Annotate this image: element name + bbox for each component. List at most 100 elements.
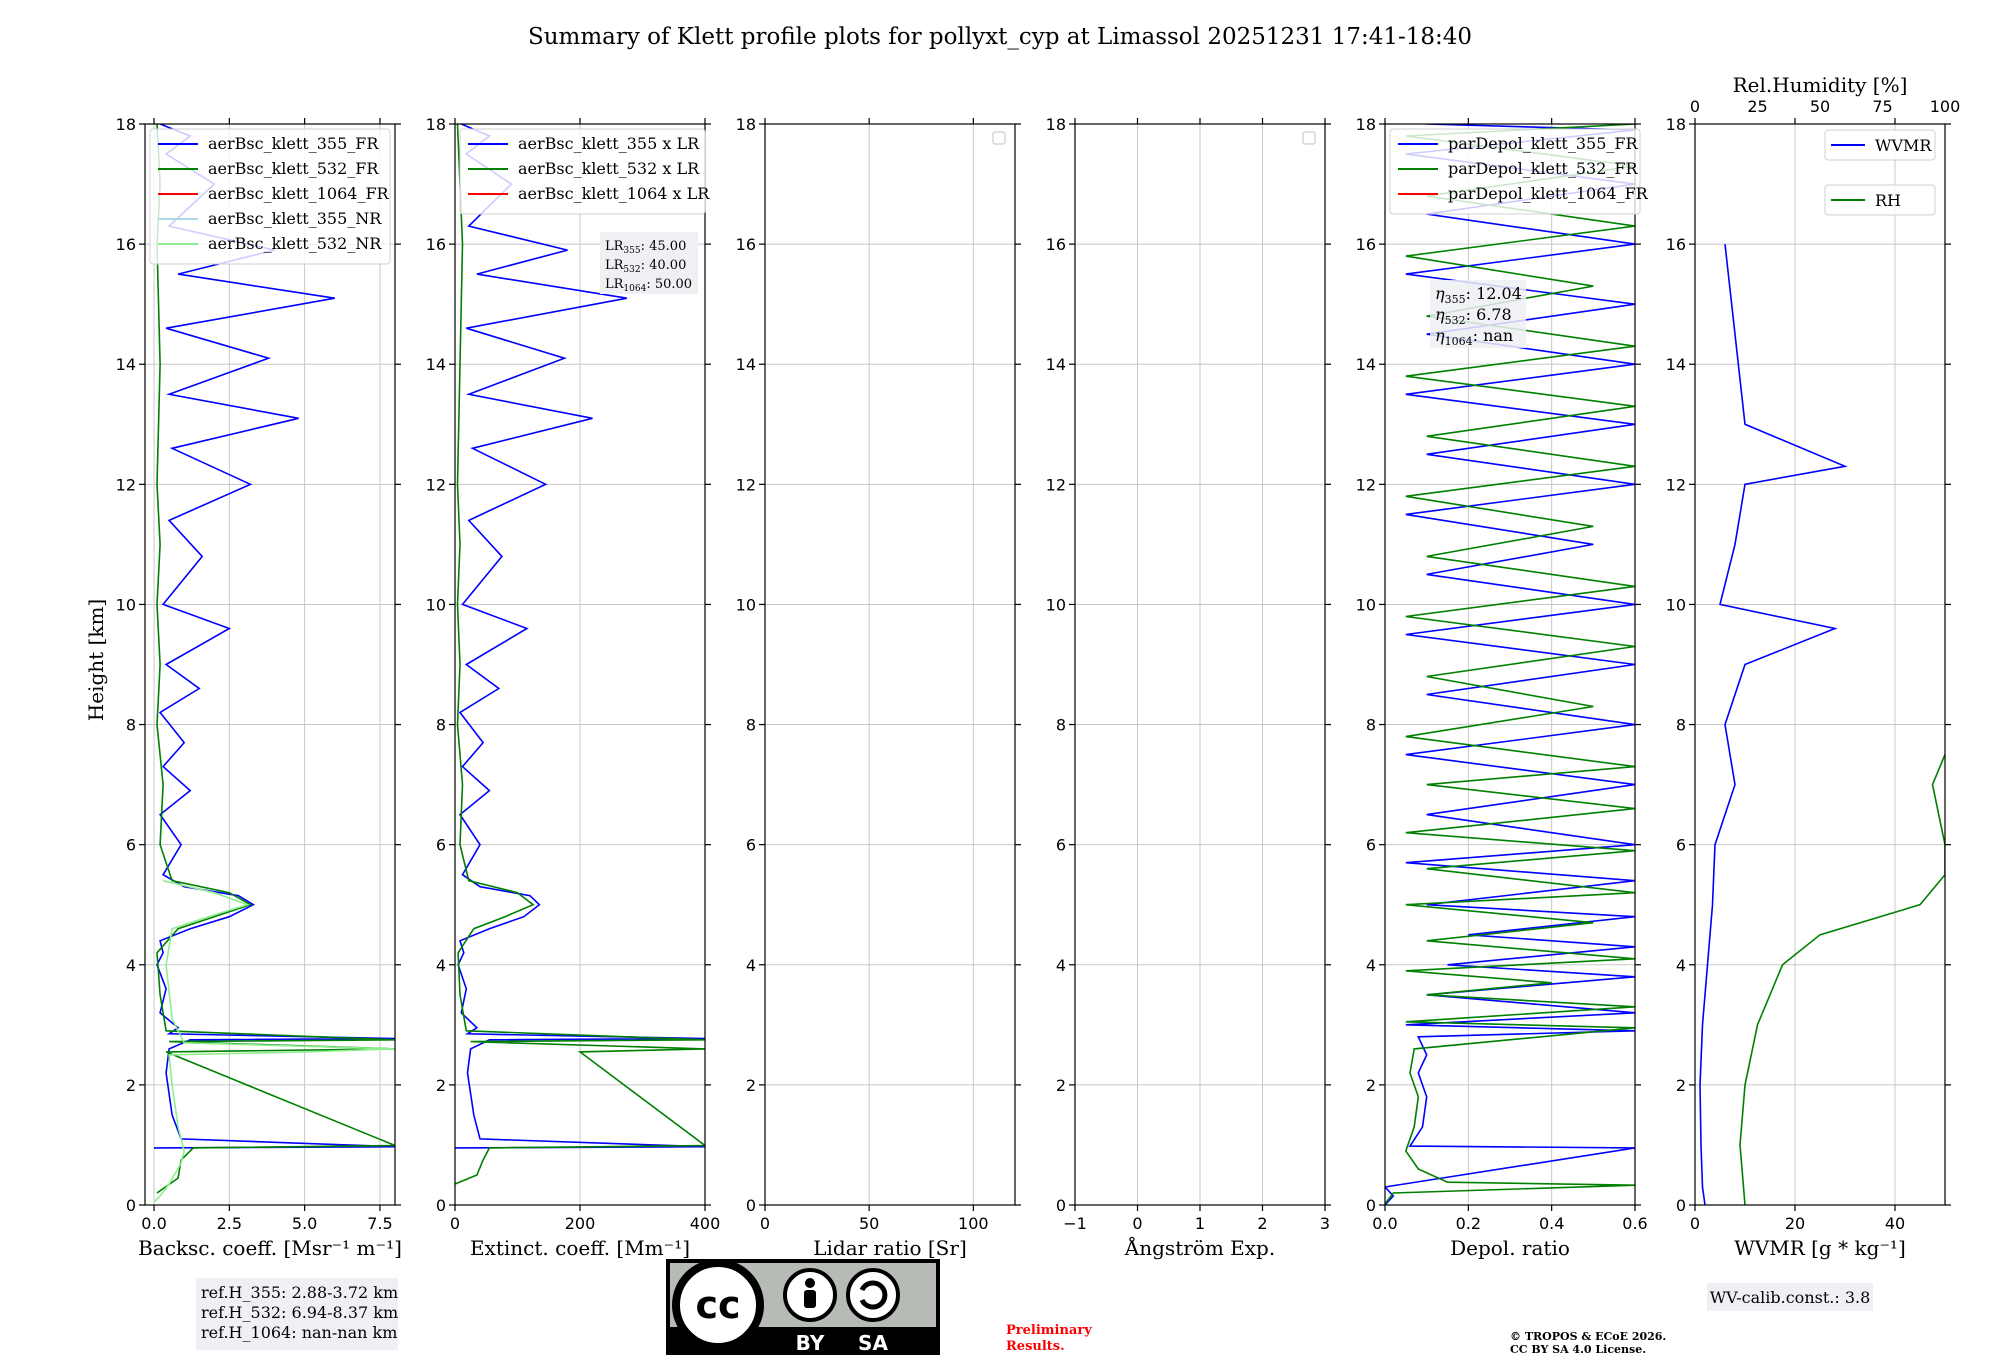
legend-box [459, 128, 706, 215]
panel-frame [1694, 123, 1946, 1206]
y-tick-label: 16 [1356, 235, 1376, 254]
x-tick-label: 2.5 [217, 1214, 242, 1233]
y-tick-label: 18 [1666, 115, 1686, 134]
y-tick-label: 6 [126, 836, 136, 855]
x-tick-label: 0.0 [141, 1214, 166, 1233]
lidar-ratio-text: LR1064: 50.00 [605, 277, 692, 294]
lidar-ratio-annotations: LR355: 45.00 LR532: 40.00 LR1064: 50.00 [600, 232, 698, 294]
x-tick-label: 100 [958, 1214, 989, 1233]
y-tick-label: 10 [736, 595, 756, 614]
series-group-extinction [455, 124, 705, 1185]
legend-label: aerBsc_klett_532_FR [208, 159, 379, 178]
ref-height-355: ref.H_355: 2.88-3.72 km [201, 1283, 398, 1302]
y-tick-label: 16 [116, 235, 136, 254]
cc-logo-text: cc [695, 1283, 740, 1327]
panel-backscatter: 0 2 4 6 8 10 12 14 16 18 0.0 2.5 5.0 7.5 Backsc. coeff… [116, 115, 402, 1260]
legend-label: aerBsc_klett_1064_FR [208, 184, 390, 203]
series-line-aerBsc_klett_355_FR [153, 124, 395, 1149]
legend-box [149, 128, 391, 265]
y-tick-label: 6 [436, 836, 446, 855]
x-tick-label: 0 [1690, 1214, 1700, 1233]
legend-label: aerBsc_klett_355_FR [208, 134, 379, 153]
x-tick-label: 0.0 [1372, 1214, 1397, 1233]
x-axis-label: WVMR [g * kg⁻¹] [1734, 1236, 1906, 1260]
legend-label: parDepol_klett_1064_FR [1448, 184, 1649, 203]
y-tick-label: 12 [1046, 475, 1066, 494]
y-tick-label: 16 [736, 235, 756, 254]
eta-text: η1064: nan [1435, 326, 1513, 348]
x-tick-label: 0.6 [1622, 1214, 1647, 1233]
y-tick-label: 18 [116, 115, 136, 134]
y-tick-label: 6 [746, 836, 756, 855]
preliminary-note-line2: Results. [1006, 1339, 1065, 1354]
y-tick-label: 14 [1666, 355, 1686, 374]
series-line-RH [1739, 754, 1945, 1205]
y-tick-label: 14 [426, 355, 446, 374]
top-tick-label: 25 [1747, 97, 1767, 116]
legend-label: aerBsc_klett_355_NR [208, 209, 382, 228]
x-tick-label: 0.4 [1539, 1214, 1564, 1233]
y-tick-label: 6 [1676, 836, 1686, 855]
y-tick-label: 12 [736, 475, 756, 494]
legend-label: WVMR [1875, 136, 1932, 155]
x-tick-label: 40 [1885, 1214, 1905, 1233]
series-group-wvmr_rh [1699, 244, 1945, 1205]
y-tick-label: 2 [1366, 1076, 1376, 1095]
y-tick-label: 14 [116, 355, 136, 374]
y-tick-label: 8 [1056, 716, 1066, 735]
eta-text: η355: 12.04 [1435, 284, 1522, 306]
legend-depolarization: parDepol_klett_355_FR parDepol_klett_532_… [1389, 128, 1649, 215]
x-tick-label: 3 [1320, 1214, 1330, 1233]
eta-box [1430, 280, 1526, 348]
sa-icon-arrow [859, 1280, 888, 1310]
y-tick-label: 16 [1046, 235, 1066, 254]
ref-height-532: ref.H_532: 6.94-8.37 km [201, 1303, 398, 1322]
y-tick-label: 10 [1666, 595, 1686, 614]
panel-depolarization: 0 2 4 6 8 10 12 14 16 18 0.0 0.2 0.4 0.6 Depol. ratio p… [1356, 115, 1649, 1260]
by-label: BY [796, 1331, 825, 1355]
y-tick-label: 6 [1366, 836, 1376, 855]
x-axis-label: Lidar ratio [Sr] [813, 1236, 967, 1260]
x-tick-label: 20 [1785, 1214, 1805, 1233]
x-tick-label: 50 [859, 1214, 879, 1233]
legend-label: aerBsc_klett_532 x LR [518, 159, 700, 178]
lidar-ratio-text: LR532: 40.00 [605, 258, 686, 275]
license-badge: cc BY SA [666, 1259, 940, 1355]
y-tick-label: 4 [746, 956, 756, 975]
copyright-line1: © TROPOS & ECoE 2026. [1510, 1330, 1666, 1343]
legend-label: aerBsc_klett_532_NR [208, 234, 382, 253]
x-tick-label: 5.0 [292, 1214, 317, 1233]
x-tick-label: 2 [1257, 1214, 1267, 1233]
y-tick-label: 14 [1046, 355, 1066, 374]
top-axis-label: Rel.Humidity [%] [1733, 73, 1908, 97]
y-tick-label: 4 [436, 956, 446, 975]
y-tick-label: 6 [1056, 836, 1066, 855]
y-tick-label: 18 [1356, 115, 1376, 134]
y-tick-label: 8 [436, 716, 446, 735]
series-group-backscatter [153, 124, 395, 1203]
series-line-aerBsc_klett_532_NR [153, 879, 395, 1203]
y-tick-label: 8 [1366, 716, 1376, 735]
chart-title: Summary of Klett profile plots for polly… [528, 24, 1472, 50]
x-tick-label: 400 [690, 1214, 721, 1233]
y-tick-label: 14 [1356, 355, 1376, 374]
y-tick-label: 4 [1366, 956, 1376, 975]
y-tick-label: 0 [746, 1196, 756, 1215]
legend-box [1824, 184, 1936, 216]
top-tick-label: 0 [1690, 97, 1700, 116]
y-tick-label: 12 [1356, 475, 1376, 494]
panel-frame [764, 123, 1016, 1206]
y-tick-label: 2 [126, 1076, 136, 1095]
empty-legend-box [1302, 131, 1316, 145]
y-tick-label: 2 [1056, 1076, 1066, 1095]
y-tick-label: 8 [1676, 716, 1686, 735]
eta-text: η532: 6.78 [1435, 305, 1512, 327]
y-tick-label: 18 [1046, 115, 1066, 134]
copyright-line2: CC BY SA 4.0 License. [1510, 1343, 1646, 1356]
x-tick-label: 0 [760, 1214, 770, 1233]
legend-label: aerBsc_klett_1064 x LR [518, 184, 710, 203]
empty-legend-box [992, 131, 1006, 145]
